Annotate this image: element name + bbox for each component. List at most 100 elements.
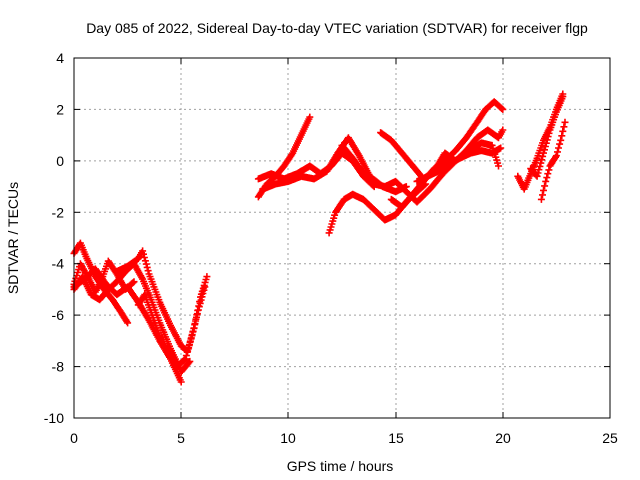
data-point	[177, 378, 185, 386]
data-point	[139, 247, 152, 275]
data-point	[113, 263, 131, 275]
data-point	[392, 177, 409, 195]
series-arc-14	[413, 144, 505, 185]
data-point	[117, 309, 131, 325]
y-tick-label: -6	[52, 307, 65, 323]
data-point	[289, 133, 304, 157]
data-point	[557, 123, 568, 144]
data-point	[398, 192, 416, 211]
x-tick-label: 10	[280, 430, 296, 446]
data-point	[203, 273, 211, 281]
data-point	[495, 162, 502, 170]
data-point	[104, 279, 120, 293]
data-point	[497, 144, 505, 152]
data-point	[344, 134, 362, 158]
data-point	[495, 128, 506, 142]
series-arc-01	[70, 239, 132, 327]
data-point	[473, 107, 489, 126]
data-point	[156, 298, 173, 327]
data-point	[552, 140, 564, 160]
data-point	[332, 197, 347, 216]
data-point	[91, 265, 109, 287]
data-point	[452, 135, 469, 155]
x-grid	[180, 58, 504, 418]
series-arc-06	[134, 283, 209, 371]
data-point	[424, 168, 441, 180]
data-point	[141, 291, 154, 314]
data-point	[156, 332, 171, 356]
data-point	[499, 105, 507, 113]
data-point	[413, 186, 433, 206]
data-point	[139, 275, 154, 301]
data-point	[188, 310, 201, 340]
data-point	[124, 283, 141, 305]
series-arc-05	[113, 247, 211, 355]
data-point	[387, 136, 405, 156]
data-point	[355, 152, 373, 178]
data-point	[201, 283, 209, 291]
data-point	[194, 286, 208, 314]
data-point	[456, 150, 474, 162]
data-point	[520, 172, 534, 193]
chart-title: Day 085 of 2022, Sidereal Day-to-day VTE…	[86, 20, 588, 36]
y-tick-label: 0	[56, 153, 64, 169]
x-tick-label: 25	[602, 430, 618, 446]
data-point	[398, 149, 416, 169]
x-tick-labels: 0 5 10 15 20 25	[70, 430, 618, 446]
data-point	[462, 135, 480, 155]
y-tick-label: -10	[44, 410, 64, 426]
data-point	[182, 335, 195, 363]
data-point	[546, 111, 559, 134]
y-tick-label: -2	[52, 204, 65, 220]
data-point	[79, 273, 94, 297]
data-point	[325, 211, 339, 237]
data-point	[167, 321, 184, 348]
data-point	[552, 95, 566, 116]
data-point	[349, 154, 366, 176]
data-point	[441, 148, 459, 165]
data-point	[297, 115, 313, 139]
y-tick-label: -4	[52, 256, 65, 272]
data-point	[310, 168, 330, 183]
data-point	[113, 269, 128, 286]
data-point	[542, 166, 553, 185]
data-point	[430, 158, 448, 173]
data-point	[323, 151, 341, 175]
data-point	[173, 356, 188, 371]
data-point	[527, 165, 540, 179]
data-point	[381, 211, 399, 224]
data-point	[537, 182, 549, 203]
data-point	[147, 296, 163, 324]
data-point	[130, 278, 138, 286]
y-tick-labels: -10 -8 -6 -4 -2 0 2 4	[44, 50, 64, 426]
data-point	[280, 151, 296, 170]
data-point	[377, 129, 394, 144]
data-point	[359, 170, 377, 187]
data-point	[409, 179, 426, 198]
data-point	[559, 93, 567, 101]
y-tick-label: 2	[56, 101, 64, 117]
data-point	[76, 239, 90, 260]
data-point	[370, 206, 388, 223]
data-point	[546, 153, 559, 170]
data-point	[533, 152, 547, 180]
x-tick-label: 0	[70, 430, 78, 446]
data-point	[96, 287, 111, 304]
y-tick-label: -8	[52, 359, 65, 375]
x-tick-label: 20	[495, 430, 511, 446]
data-point	[426, 171, 446, 193]
y-axis-label: SDTVAR / TECUs	[5, 182, 21, 294]
y-tick-label: 4	[56, 50, 64, 66]
data-point	[499, 126, 507, 134]
data-point	[445, 155, 463, 167]
data-point	[338, 141, 356, 161]
data-point	[177, 359, 193, 376]
series-arc-17	[537, 118, 569, 203]
data-point	[413, 173, 431, 185]
data-point	[145, 270, 163, 304]
data-point	[561, 118, 569, 126]
data-point	[124, 255, 141, 270]
series-arc-16	[527, 93, 567, 180]
data-point	[306, 113, 314, 121]
